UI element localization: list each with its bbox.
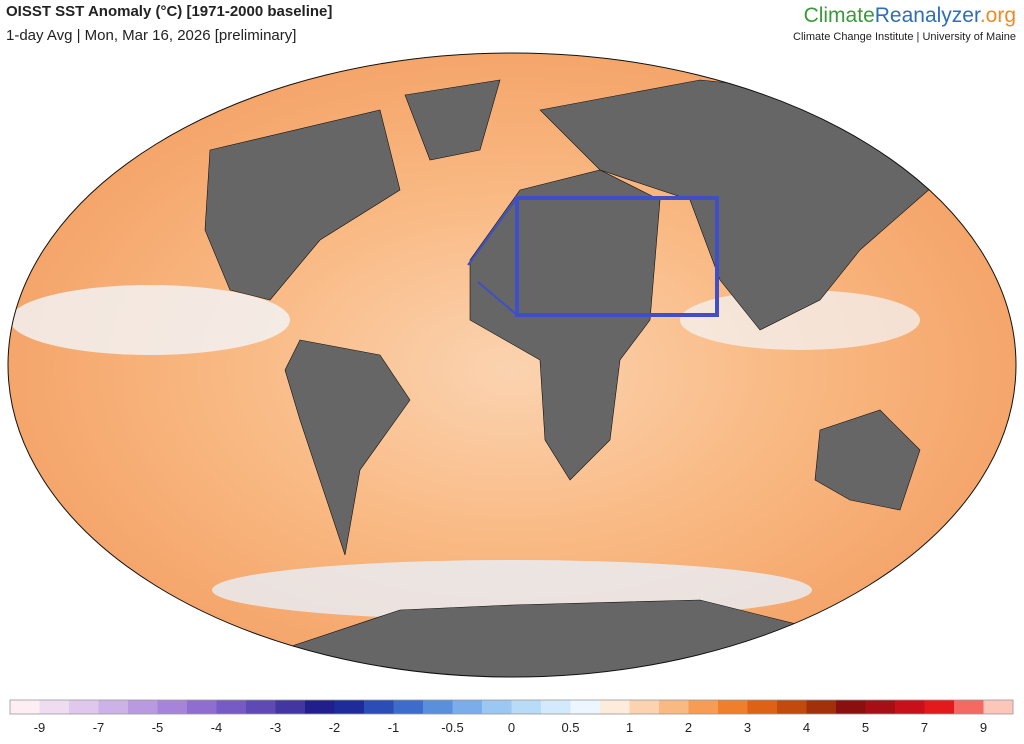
subtitle: 1-day Avg | Mon, Mar 16, 2026 [prelimina…	[6, 27, 296, 44]
colorbar-swatch	[570, 700, 601, 714]
colorbar-tick-label: -5	[152, 720, 164, 735]
colorbar-swatch	[216, 700, 247, 714]
land	[814, 409, 921, 511]
colorbar-swatch	[305, 700, 335, 714]
colorbar-swatch	[452, 700, 483, 714]
map	[8, 53, 1016, 677]
colorbar-tick-label: -0.5	[441, 720, 463, 735]
ocean-patch	[10, 285, 290, 355]
colorbar-tick-label: -3	[270, 720, 282, 735]
colorbar-swatch	[98, 700, 129, 714]
colorbar-swatch	[69, 700, 99, 714]
logo: ClimateReanalyzer.org	[804, 4, 1016, 27]
colorbar-tick-label: -1	[388, 720, 400, 735]
colorbar-swatch	[659, 700, 689, 714]
colorbar-swatch	[924, 700, 955, 714]
colorbar-swatch	[364, 700, 394, 714]
colorbar-tick-label: -4	[211, 720, 223, 735]
colorbar-swatch	[718, 700, 748, 714]
map-border	[7, 52, 1017, 678]
colorbar-swatch	[423, 700, 453, 714]
tagline: Climate Change Institute | University of…	[793, 31, 1016, 43]
colorbar-swatch	[954, 700, 984, 714]
colorbar-swatch	[983, 700, 1014, 714]
colorbar-tick-label: 0	[508, 720, 515, 735]
land	[404, 79, 501, 161]
colorbar-swatch	[334, 700, 365, 714]
colorbar-swatch	[187, 700, 217, 714]
colorbar-frame	[9, 699, 1014, 715]
colorbar-swatch	[275, 700, 306, 714]
colorbar-tick-label: 9	[980, 720, 987, 735]
colorbar-tick-label: 7	[921, 720, 928, 735]
logo-part: Climate	[804, 4, 875, 27]
colorbar-tick-label: 4	[803, 720, 810, 735]
colorbar-swatch	[157, 700, 188, 714]
region-pointer	[467, 197, 518, 316]
land	[284, 339, 411, 556]
logo-part: .org	[980, 4, 1016, 27]
colorbar-tick-label: -7	[93, 720, 105, 735]
logo-part: Reanalyzer	[875, 4, 981, 27]
colorbar-swatch	[865, 700, 896, 714]
region-box	[515, 196, 719, 317]
colorbar-swatch	[128, 700, 158, 714]
colorbar-swatch	[688, 700, 719, 714]
colorbar-tick-label: 2	[685, 720, 692, 735]
land	[204, 109, 401, 301]
colorbar-swatch	[482, 700, 512, 714]
colorbar-swatch	[393, 700, 424, 714]
colorbar-swatch	[836, 700, 866, 714]
colorbar-swatch	[541, 700, 571, 714]
colorbar-tick-label: 0.5	[561, 720, 579, 735]
colorbar-swatch	[747, 700, 778, 714]
colorbar-swatch	[39, 700, 70, 714]
colorbar-swatch	[777, 700, 807, 714]
colorbar-tick-label: 5	[862, 720, 869, 735]
colorbar-swatch	[600, 700, 630, 714]
colorbar-tick-label: -2	[329, 720, 341, 735]
colorbar-tick-label: 1	[626, 720, 633, 735]
title: OISST SST Anomaly (°C) [1971-2000 baseli…	[6, 3, 332, 20]
colorbar-swatch	[10, 700, 40, 714]
colorbar-swatch	[895, 700, 925, 714]
colorbar-swatch	[806, 700, 837, 714]
colorbar-swatch	[511, 700, 542, 714]
colorbar: -9 -7 -5 -4 -3 -2 -1 -0.5 0 0.5 1 2 3 4 5 7 9	[9, 699, 1014, 735]
colorbar-tick-label: 3	[744, 720, 751, 735]
colorbar-swatch	[629, 700, 660, 714]
colorbar-swatch	[246, 700, 276, 714]
colorbar-tick-label: -9	[34, 720, 46, 735]
